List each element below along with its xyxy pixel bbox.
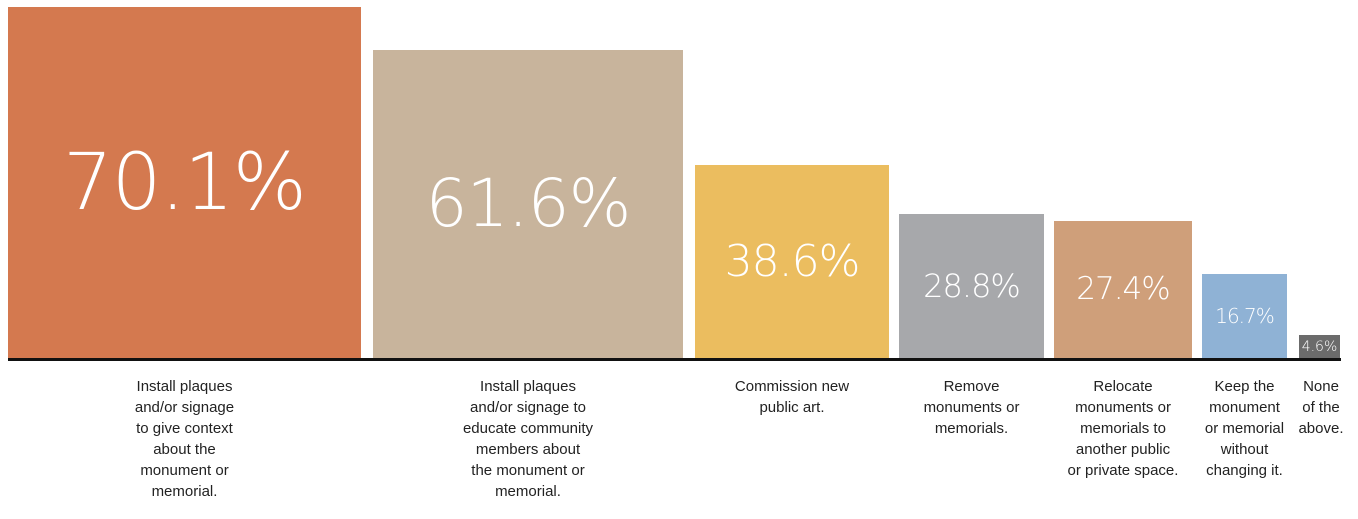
bar-2: 61.6% [373, 50, 683, 358]
bar-value-label: 38.6% [724, 235, 861, 287]
bar-6: 16.7% [1202, 274, 1287, 358]
bar-value-label: 61.6% [425, 165, 632, 242]
category-label: Commission new public art. [734, 378, 850, 416]
category-label: Keep the monument or memorial without ch… [1204, 378, 1285, 479]
bar-value-label: 27.4% [1076, 271, 1170, 307]
category-label: Install plaques and/or signage to give c… [134, 378, 235, 500]
bar-7: 4.6% [1299, 335, 1340, 358]
category-label: Relocate monuments or memorials to anoth… [1067, 378, 1179, 479]
category-label: Remove monuments or memorials. [923, 378, 1020, 437]
bar-4: 28.8% [899, 214, 1044, 358]
x-axis-baseline [8, 358, 1341, 361]
bar-1: 70.1% [8, 7, 361, 358]
bar-value-label: 16.7% [1215, 304, 1275, 328]
category-label: None of the above. [1298, 378, 1344, 437]
category-label: Install plaques and/or signage to educat… [462, 378, 594, 500]
bar-value-label: 28.8% [923, 267, 1021, 305]
bar-value-label: 4.6% [1301, 338, 1338, 355]
bar-value-label: 70.1% [63, 137, 307, 228]
bar-3: 38.6% [695, 165, 889, 358]
bar-5: 27.4% [1054, 221, 1192, 358]
